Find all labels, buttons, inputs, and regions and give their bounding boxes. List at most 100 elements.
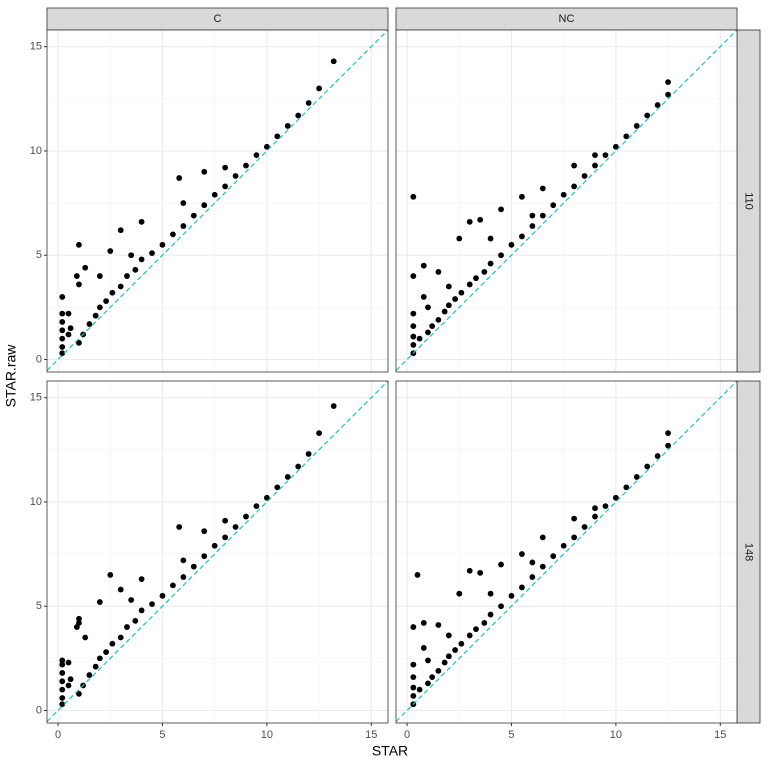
point	[59, 344, 66, 350]
point	[519, 551, 525, 557]
row-strip-label: 148	[743, 543, 755, 561]
point	[466, 632, 473, 639]
point	[295, 463, 302, 470]
point	[410, 674, 417, 681]
point	[222, 164, 229, 171]
point	[654, 453, 661, 459]
point	[498, 603, 504, 610]
point	[473, 275, 479, 282]
point	[73, 273, 80, 279]
point	[410, 661, 417, 668]
point	[592, 505, 598, 512]
point	[190, 212, 197, 219]
point	[416, 686, 423, 693]
x-tick-label: 5	[159, 729, 165, 741]
point	[410, 323, 417, 330]
point	[92, 663, 99, 670]
point	[420, 294, 427, 300]
point	[612, 143, 619, 150]
point	[96, 273, 103, 279]
point	[550, 202, 557, 209]
point	[466, 567, 473, 574]
point	[232, 524, 239, 530]
point	[458, 640, 465, 647]
point	[76, 281, 82, 288]
point	[67, 676, 74, 683]
point	[59, 678, 66, 685]
point	[274, 133, 281, 140]
point	[76, 690, 82, 697]
point	[76, 615, 82, 622]
point	[65, 682, 72, 689]
point	[571, 534, 578, 541]
point	[519, 233, 525, 240]
point	[76, 620, 82, 626]
point	[138, 218, 145, 225]
point	[602, 503, 609, 510]
point	[487, 260, 494, 267]
point	[132, 266, 139, 273]
point	[232, 173, 239, 179]
point	[65, 331, 72, 338]
point	[458, 289, 465, 296]
point	[410, 341, 417, 348]
point	[539, 563, 546, 570]
row-strip-label: 110	[743, 192, 755, 210]
point	[425, 329, 431, 336]
point	[414, 572, 421, 578]
point	[263, 143, 270, 150]
point	[201, 553, 208, 560]
point	[477, 569, 484, 576]
point	[82, 634, 89, 641]
x-tick-label: 15	[365, 729, 377, 741]
x-tick-label: 0	[55, 729, 61, 741]
point	[571, 515, 578, 522]
point	[316, 85, 322, 92]
reference-line	[396, 30, 737, 371]
point	[201, 168, 208, 175]
point	[519, 193, 525, 200]
point	[529, 574, 536, 580]
point	[441, 659, 448, 666]
point	[498, 561, 504, 568]
point	[481, 269, 488, 275]
point	[410, 193, 417, 200]
point	[330, 403, 337, 409]
point	[180, 557, 187, 564]
point	[117, 227, 124, 234]
reference-line	[47, 381, 388, 722]
point	[96, 304, 103, 311]
reference-line	[47, 30, 388, 371]
point	[498, 206, 504, 213]
point	[550, 553, 557, 560]
point	[410, 624, 417, 630]
point	[128, 597, 135, 603]
points	[396, 30, 737, 371]
point	[86, 672, 93, 678]
point	[201, 202, 208, 209]
point	[170, 231, 176, 238]
point	[67, 325, 74, 332]
point	[138, 607, 145, 614]
point	[623, 133, 630, 140]
x-tick-label: 10	[610, 729, 622, 741]
point	[180, 574, 187, 580]
point	[59, 350, 66, 357]
point	[560, 542, 567, 549]
point	[253, 503, 260, 510]
point	[420, 645, 427, 651]
point	[410, 684, 417, 691]
point	[103, 649, 109, 655]
y-tick-label: 10	[30, 496, 42, 508]
point	[466, 218, 473, 225]
y-tick-label: 15	[30, 41, 42, 53]
point	[107, 572, 114, 578]
point	[529, 559, 536, 566]
point	[435, 622, 442, 628]
point	[159, 241, 166, 248]
point	[425, 657, 431, 664]
point	[473, 626, 479, 633]
point	[96, 599, 103, 605]
